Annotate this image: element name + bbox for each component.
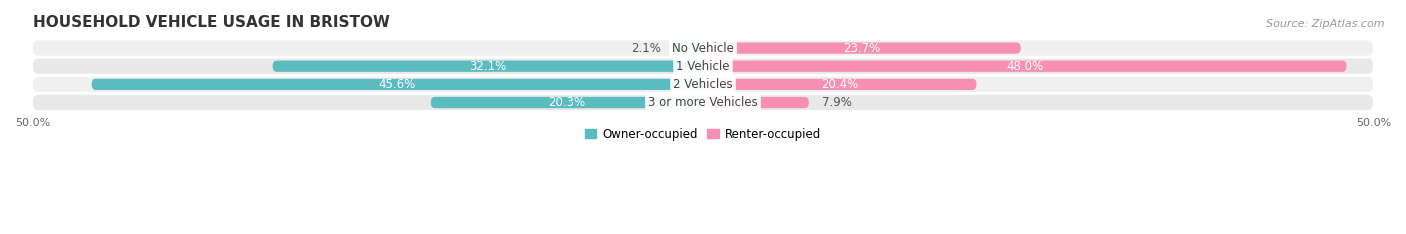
Text: 7.9%: 7.9% <box>823 96 852 109</box>
FancyBboxPatch shape <box>703 79 977 90</box>
Text: No Vehicle: No Vehicle <box>672 42 734 55</box>
Text: 45.6%: 45.6% <box>378 78 416 91</box>
Text: 2.1%: 2.1% <box>631 42 661 55</box>
Text: 20.3%: 20.3% <box>548 96 585 109</box>
FancyBboxPatch shape <box>703 42 1021 54</box>
Text: 32.1%: 32.1% <box>470 60 506 73</box>
FancyBboxPatch shape <box>703 61 1347 72</box>
FancyBboxPatch shape <box>675 42 703 54</box>
FancyBboxPatch shape <box>32 58 1374 74</box>
FancyBboxPatch shape <box>703 97 808 108</box>
FancyBboxPatch shape <box>273 61 703 72</box>
Text: Source: ZipAtlas.com: Source: ZipAtlas.com <box>1267 19 1385 29</box>
Text: 20.4%: 20.4% <box>821 78 859 91</box>
Text: 2 Vehicles: 2 Vehicles <box>673 78 733 91</box>
Text: 1 Vehicle: 1 Vehicle <box>676 60 730 73</box>
Text: HOUSEHOLD VEHICLE USAGE IN BRISTOW: HOUSEHOLD VEHICLE USAGE IN BRISTOW <box>32 15 389 30</box>
FancyBboxPatch shape <box>32 77 1374 92</box>
Text: 3 or more Vehicles: 3 or more Vehicles <box>648 96 758 109</box>
FancyBboxPatch shape <box>91 79 703 90</box>
Legend: Owner-occupied, Renter-occupied: Owner-occupied, Renter-occupied <box>579 123 827 145</box>
FancyBboxPatch shape <box>32 40 1374 56</box>
Text: 23.7%: 23.7% <box>844 42 880 55</box>
FancyBboxPatch shape <box>32 95 1374 110</box>
FancyBboxPatch shape <box>430 97 703 108</box>
Text: 48.0%: 48.0% <box>1007 60 1043 73</box>
